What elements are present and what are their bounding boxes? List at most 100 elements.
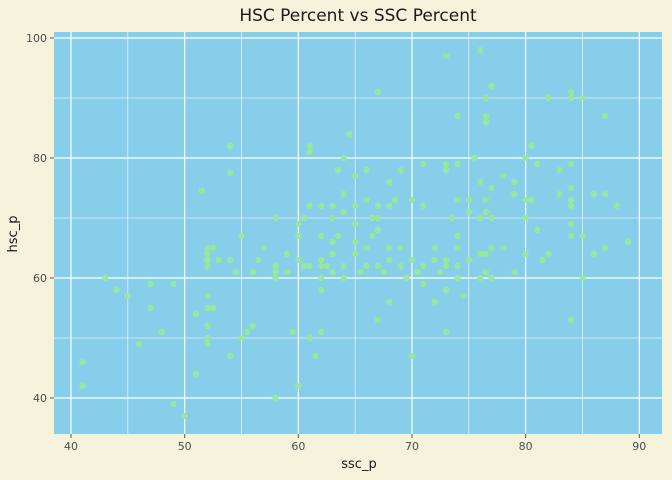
data-point	[477, 214, 484, 222]
data-point	[482, 196, 489, 204]
data-point	[124, 292, 131, 300]
data-point	[386, 256, 393, 264]
data-point	[442, 328, 450, 336]
data-point	[482, 112, 489, 120]
data-point	[477, 274, 484, 282]
data-point	[352, 250, 359, 258]
data-point	[454, 160, 461, 168]
data-point	[249, 268, 256, 276]
data-point	[482, 118, 489, 126]
y-tick-label: 80	[33, 152, 47, 165]
data-point	[482, 208, 489, 216]
data-point	[567, 94, 575, 102]
data-point	[420, 160, 427, 168]
data-point	[340, 262, 347, 270]
data-point	[624, 238, 632, 246]
data-point	[545, 250, 552, 258]
data-point	[590, 190, 597, 198]
data-point	[488, 184, 495, 192]
data-point	[471, 154, 478, 162]
data-point	[454, 244, 461, 252]
data-point	[442, 52, 450, 60]
data-point	[295, 256, 302, 264]
data-point	[272, 214, 279, 222]
data-point	[323, 262, 330, 270]
data-point	[204, 256, 211, 264]
data-point	[528, 196, 535, 204]
data-point	[488, 244, 495, 252]
data-point	[511, 178, 518, 186]
data-point	[210, 244, 217, 252]
data-point	[312, 352, 319, 360]
data-point	[448, 214, 455, 222]
data-point	[317, 286, 325, 294]
data-point	[391, 196, 399, 204]
data-point	[528, 142, 535, 150]
data-point	[272, 268, 279, 276]
data-point	[79, 382, 86, 390]
data-point	[306, 202, 313, 210]
data-point	[283, 250, 291, 258]
data-point	[238, 232, 245, 240]
data-point	[363, 196, 370, 204]
data-point	[431, 244, 438, 252]
data-point	[488, 214, 495, 222]
data-point	[567, 202, 575, 210]
data-point	[340, 190, 347, 198]
data-point	[227, 169, 234, 177]
x-tick-label: 90	[632, 440, 646, 453]
data-point	[335, 166, 342, 174]
data-point	[210, 304, 217, 312]
data-point	[579, 274, 586, 282]
data-point	[295, 232, 302, 240]
data-point	[442, 256, 450, 264]
data-point	[386, 244, 393, 252]
data-point	[272, 274, 279, 282]
data-point	[522, 154, 529, 162]
x-tick-label: 40	[64, 440, 78, 453]
data-point	[420, 202, 427, 210]
data-point	[567, 184, 575, 192]
data-point	[460, 292, 467, 300]
data-point	[227, 142, 234, 150]
data-point	[522, 214, 529, 222]
data-point	[465, 196, 472, 204]
x-tick-label: 50	[178, 440, 192, 453]
data-point	[602, 190, 609, 198]
data-point	[306, 148, 313, 156]
data-point	[170, 400, 177, 408]
data-point	[511, 268, 518, 276]
data-point	[374, 202, 381, 210]
data-point	[204, 304, 211, 312]
data-point	[317, 274, 325, 282]
data-point	[545, 94, 552, 102]
data-point	[158, 328, 166, 336]
data-point	[482, 250, 489, 258]
data-point	[317, 256, 325, 264]
y-tick-label: 40	[33, 392, 47, 405]
data-point	[204, 292, 211, 300]
data-point	[386, 202, 393, 210]
data-point	[556, 166, 563, 174]
data-point	[420, 280, 427, 288]
data-point	[306, 262, 313, 270]
data-point	[567, 316, 575, 324]
x-axis-label: ssc_p	[341, 457, 376, 472]
data-point	[602, 112, 609, 120]
data-points	[79, 46, 632, 420]
plot-panel	[54, 32, 662, 434]
data-point	[255, 256, 262, 264]
data-point	[204, 244, 211, 252]
data-point	[300, 214, 308, 222]
data-point	[477, 178, 484, 186]
data-point	[204, 322, 211, 330]
data-point	[147, 280, 154, 288]
data-point	[369, 232, 376, 240]
data-point	[363, 262, 370, 270]
data-point	[403, 274, 410, 282]
data-point	[357, 268, 364, 276]
data-point	[442, 286, 450, 294]
data-point	[408, 256, 416, 264]
data-point	[227, 256, 234, 264]
